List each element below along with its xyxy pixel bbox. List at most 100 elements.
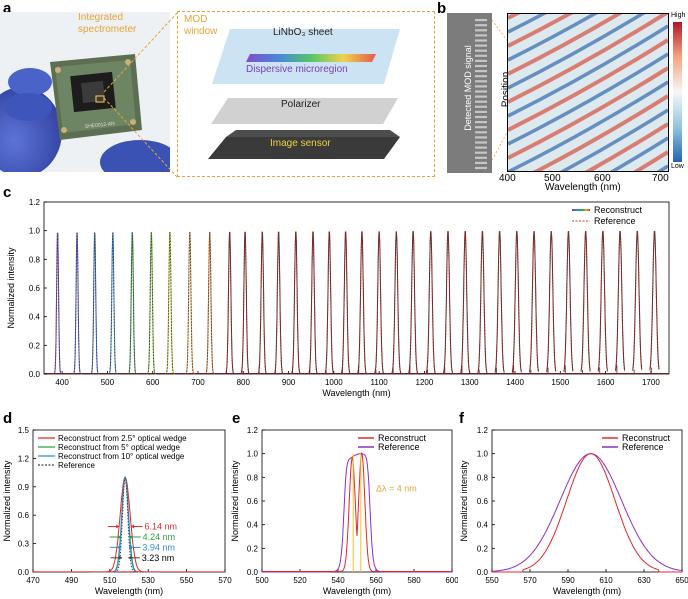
ytick-label: 0.2	[29, 341, 41, 350]
mod-signal-label: Detected MOD signal	[463, 45, 473, 131]
signal-stripe	[475, 80, 487, 83]
xtick-label: 700	[191, 378, 205, 387]
reference-peak	[529, 231, 540, 373]
xtick-label: 1000	[325, 378, 343, 387]
ytick-label: 0.4	[247, 521, 259, 530]
reference-peak	[597, 231, 608, 372]
signal-stripe	[475, 39, 487, 42]
ytick-label: 0.3	[18, 540, 30, 549]
signal-stripe	[475, 44, 487, 47]
ytick-label: 0.8	[477, 473, 489, 482]
ytick-label: 0.6	[18, 511, 30, 520]
heatmap-band	[609, 136, 668, 171]
signal-stripe	[475, 29, 487, 32]
fwhm-arrowhead-left	[118, 534, 122, 539]
reference-peak	[205, 232, 215, 375]
ytick-label: 0.0	[29, 370, 41, 379]
signal-stripe	[475, 105, 487, 108]
heatmap-image	[508, 14, 668, 171]
ytick-label: 1.0	[247, 450, 259, 459]
x-axis-label: Wavelength (nm)	[323, 586, 391, 596]
xtick-label: 1700	[642, 378, 660, 387]
panel-c-letter: c	[3, 184, 12, 201]
reconstruct-peak	[374, 231, 385, 374]
chart-e: 0.0 0.2 0.4 0.6 0.8 1.0 1.2 500 520 540 560 580 600 W…	[230, 426, 458, 596]
reference-peak	[240, 232, 250, 375]
signal-stripe	[475, 24, 487, 27]
heatmap-band	[508, 14, 574, 48]
reference-peak	[494, 231, 505, 373]
y-axis-label: Normalized intensity	[2, 460, 12, 542]
ytick-label: 0.9	[18, 483, 30, 492]
integrated-spectrometer-label: Integrated spectrometer	[78, 12, 137, 35]
reconstruct-curve	[262, 451, 452, 572]
ytick-label: 0.4	[29, 313, 41, 322]
heatmap-band	[508, 38, 668, 132]
fwhm-arrowhead-left	[118, 545, 122, 550]
legend-label-1: Reconstruct from 5° optical wedge	[58, 443, 180, 452]
reconstruct-peak	[597, 231, 608, 371]
reference-peak	[391, 231, 402, 374]
reference-peak	[425, 231, 436, 374]
ytick-label: 0.0	[477, 568, 489, 577]
reconstruct-peak	[72, 232, 82, 375]
xtick-label: 530	[142, 576, 156, 585]
colorbar-high-label: High	[671, 12, 686, 19]
xtick-label: 1600	[597, 378, 615, 387]
chart-d: 0.0 0.3 0.6 0.9 1.2 1.5 470 490 510 530 550 570 Wave…	[2, 426, 232, 596]
heatmap-band	[508, 14, 668, 104]
legend-label-0: Reconstruct	[378, 433, 427, 443]
ytick-label: 0.4	[477, 521, 489, 530]
signal-stripe	[475, 19, 487, 22]
reconstruct-peak	[340, 231, 351, 374]
heatmap-xtick-500: 500	[544, 173, 561, 184]
reference-peak	[291, 231, 301, 375]
x-axis-label: Wavelength (nm)	[322, 388, 390, 398]
ytick-label: 0.8	[29, 255, 41, 264]
signal-stripe	[475, 59, 487, 62]
reference-peak	[90, 232, 100, 375]
layer-sensor-label: Image sensor	[270, 138, 331, 149]
panel-b-letter: b	[437, 0, 447, 17]
heatmap-xtick-700: 700	[652, 173, 669, 184]
xtick-label: 570	[218, 576, 232, 585]
xtick-label: 900	[282, 378, 296, 387]
panel-f-letter: f	[459, 410, 464, 427]
colorbar	[673, 22, 682, 162]
x-axis-label: Wavelength (nm)	[95, 586, 163, 596]
heatmap-band	[633, 150, 668, 171]
reconstruct-peak	[165, 232, 175, 375]
legend-label-1: Reference	[378, 442, 420, 452]
xtick-label: 1500	[551, 378, 569, 387]
fwhm-label-1: 4.24 nm	[143, 532, 176, 542]
ytick-label: 0.6	[247, 497, 259, 506]
reference-peak	[127, 232, 137, 375]
xtick-label: 800	[237, 378, 251, 387]
xtick-label: 470	[26, 576, 40, 585]
xtick-label: 1100	[371, 378, 389, 387]
wedge-curve-3	[90, 477, 160, 573]
xtick-label: 550	[180, 576, 194, 585]
pcb-text: SHE0012-AN	[85, 121, 116, 130]
legend-label-3: Reference	[58, 461, 95, 470]
signal-stripe	[475, 70, 487, 73]
signal-stripe	[475, 131, 487, 134]
legend-reference-label: Reference	[594, 216, 636, 226]
panel-d-letter: d	[3, 410, 13, 427]
fwhm-arrowhead-left	[119, 555, 123, 560]
xtick-label: 490	[65, 576, 79, 585]
fwhm-label-3: 3.23 nm	[142, 553, 175, 563]
xtick-label: 540	[331, 576, 345, 585]
heatmap-band	[559, 108, 668, 171]
signal-stripe	[475, 100, 487, 103]
reference-peak	[273, 231, 284, 375]
xtick-label: 500	[101, 378, 115, 387]
reconstruct-peak	[356, 231, 367, 374]
signal-stripe	[475, 166, 487, 170]
xtick-label: 520	[293, 576, 307, 585]
ytick-label: 1.0	[477, 450, 489, 459]
panel-e-letter: e	[232, 410, 241, 427]
reference-peak	[477, 231, 488, 374]
reference-peak	[408, 231, 419, 374]
xtick-label: 650	[675, 576, 688, 585]
